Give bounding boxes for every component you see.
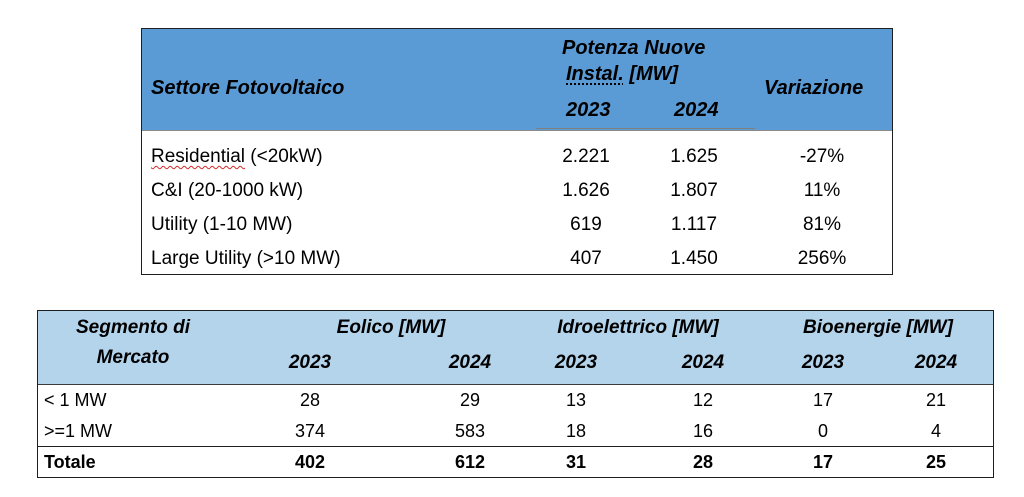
value-2024: 1.450 [670, 248, 718, 269]
value-2024: 1.807 [670, 180, 718, 201]
year-header: 2023 [554, 352, 598, 373]
year-header: 2024 [914, 352, 958, 373]
renewables-table: Segmento di Mercato Eolico [MW] Idroelet… [37, 310, 994, 478]
mw-unit: [MW] [629, 63, 679, 85]
year-header-2024: 2024 [674, 99, 719, 121]
table-row-total: Totale 402 612 31 28 17 25 [38, 446, 993, 478]
year-header: 2023 [288, 352, 332, 373]
value-2023: 619 [570, 214, 602, 235]
value-2023: 2.221 [562, 146, 610, 167]
table-row: >=1 MW 374 583 18 16 0 4 [38, 416, 993, 447]
row-label: Utility (1-10 MW) [151, 214, 293, 235]
bio-2023: 17 [812, 390, 834, 410]
bio-group-header: Bioenergie [MW] [803, 317, 953, 338]
row-label: C&I (20-1000 kW) [151, 180, 304, 201]
wind-2023: 28 [299, 390, 321, 410]
photovoltaic-table: Settore Fotovoltaico Potenza Nuove Insta… [141, 28, 893, 275]
value-2023: 407 [570, 248, 602, 269]
variation-value: 11% [803, 180, 841, 201]
year-header: 2024 [681, 352, 725, 373]
wind-2023: 374 [294, 421, 326, 441]
segment-header-line2: Mercato [96, 347, 170, 368]
segment-header-line1: Segmento di [75, 317, 190, 338]
row-label: Residential (<20kW) [151, 146, 323, 167]
power-group-header-line1: Potenza Nuove [562, 37, 706, 59]
hydro-2024: 12 [692, 390, 714, 410]
variation-value: -27% [799, 146, 845, 167]
row-label: < 1 MW [44, 390, 107, 410]
variation-header: Variazione [764, 77, 864, 99]
hydro-2024: 16 [692, 421, 714, 441]
table-row: < 1 MW 28 29 13 12 17 21 [38, 385, 993, 416]
bio-2023: 17 [812, 452, 834, 472]
year-header: 2023 [801, 352, 845, 373]
value-2024: 1.117 [670, 214, 718, 235]
hydro-2023: 18 [565, 421, 587, 441]
hydro-2023: 13 [565, 390, 587, 410]
hydro-2024: 28 [692, 452, 714, 472]
bio-2024: 25 [925, 452, 947, 472]
bio-2024: 21 [925, 390, 947, 410]
table-row: Residential (<20kW) 2.221 1.625 -27% [142, 140, 892, 174]
variation-value: 256% [797, 248, 847, 269]
bio-2024: 4 [930, 421, 941, 441]
table-row: C&I (20-1000 kW) 1.626 1.807 11% [142, 174, 892, 208]
wind-group-header: Eolico [MW] [336, 317, 446, 338]
year-header: 2024 [448, 352, 492, 373]
variation-value: 81% [802, 214, 842, 235]
year-divider [536, 128, 755, 129]
hydro-2023: 31 [565, 452, 587, 472]
hydro-group-header: Idroelettrico [MW] [557, 317, 719, 338]
wind-2024: 612 [454, 452, 486, 472]
power-group-header-line2: Instal. [MW] [566, 63, 678, 86]
table-row: Utility (1-10 MW) 619 1.117 81% [142, 208, 892, 242]
row-label: Totale [44, 452, 96, 472]
renewables-table-header: Segmento di Mercato Eolico [MW] Idroelet… [38, 311, 993, 385]
sector-header: Settore Fotovoltaico [151, 77, 345, 99]
row-label: Large Utility (>10 MW) [151, 248, 341, 269]
value-2023: 1.626 [562, 180, 610, 201]
value-2024: 1.625 [670, 146, 718, 167]
row-label: >=1 MW [44, 421, 113, 441]
wind-2024: 29 [459, 390, 481, 410]
wind-2023: 402 [294, 452, 326, 472]
year-header-2023: 2023 [566, 99, 611, 121]
photovoltaic-table-header: Settore Fotovoltaico Potenza Nuove Insta… [142, 29, 892, 131]
instal-abbrev: Instal. [566, 63, 624, 85]
bio-2023: 0 [817, 421, 828, 441]
table-row: Large Utility (>10 MW) 407 1.450 256% [142, 242, 892, 276]
wind-2024: 583 [454, 421, 486, 441]
